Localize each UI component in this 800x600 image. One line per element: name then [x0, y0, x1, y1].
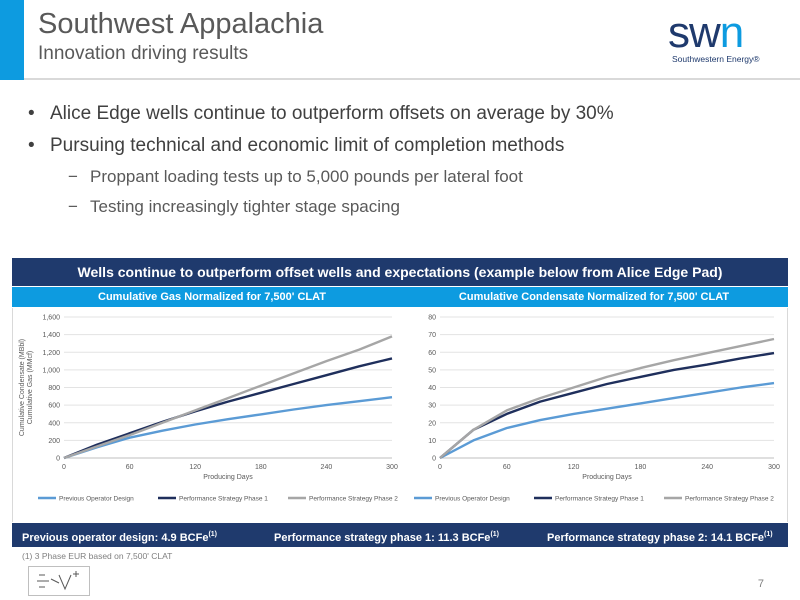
gas-legend-label: Performance Strategy Phase 2 [309, 496, 398, 503]
sub-bullet-marker: − [68, 167, 78, 186]
chart-area [12, 308, 788, 522]
bullet-text: Pursuing technical and economic limit of… [50, 135, 565, 156]
condensate-x-axis-label: Producing Days [582, 474, 632, 481]
condensate-y-tick-label: 0 [432, 456, 436, 463]
eur-summary-bar: Previous operator design: 4.9 BCFe(1) Pe… [12, 523, 788, 547]
sub-bullet-item: − Testing increasingly tighter stage spac… [28, 194, 768, 224]
gas-y-tick-label: 0 [56, 456, 60, 463]
chart-banner: Wells continue to outperform offset well… [12, 258, 788, 286]
gas-y-tick-label: 800 [48, 385, 60, 392]
condensate-x-tick-label: 300 [768, 464, 780, 471]
sub-bullet-text: Proppant loading tests up to 5,000 pound… [90, 167, 523, 186]
summary-phase-2-label: Performance strategy phase 2: 14.1 BCFe [547, 532, 765, 544]
condensate-y-tick-label: 50 [428, 367, 436, 374]
condensate-x-tick-label: 60 [503, 464, 511, 471]
condensate-y-axis-label: Cumulative Condensate (MBbl) [19, 339, 26, 436]
chart-subheader-bar: Cumulative Gas Normalized for 7,500' CLA… [12, 287, 788, 307]
bullet-item: • Alice Edge wells continue to outperform… [28, 100, 768, 132]
condensate-y-tick-label: 20 [428, 420, 436, 427]
gas-y-tick-label: 1,600 [42, 315, 60, 322]
footnote: (1) 3 Phase EUR based on 7,500' CLAT [22, 551, 173, 561]
condensate-legend-label: Performance Strategy Phase 2 [685, 496, 774, 503]
condensate-y-tick-label: 40 [428, 385, 436, 392]
summary-phase-1: Performance strategy phase 1: 11.3 BCFe(… [274, 523, 499, 550]
gas-x-tick-label: 0 [62, 464, 66, 471]
gas-x-tick-label: 300 [386, 464, 398, 471]
sub-bullet-text: Testing increasingly tighter stage spaci… [90, 197, 400, 216]
footnote-ref: (1) [490, 531, 499, 538]
sub-bullet-item: − Proppant loading tests up to 5,000 poun… [28, 164, 768, 194]
logo-tagline: Southwestern Energy® [672, 54, 760, 64]
page-title: Southwest Appalachia [38, 8, 324, 40]
condensate-x-tick-label: 120 [568, 464, 580, 471]
formula-icon [37, 571, 79, 591]
bullet-list: • Alice Edge wells continue to outperform… [28, 100, 768, 224]
summary-previous-label: Previous operator design: 4.9 BCFe [22, 532, 209, 544]
condensate-x-tick-label: 240 [701, 464, 713, 471]
footer-logo [28, 566, 90, 596]
condensate-x-tick-label: 180 [635, 464, 647, 471]
gas-y-tick-label: 1,000 [42, 367, 60, 374]
condensate-y-tick-label: 80 [428, 315, 436, 322]
condensate-legend-label: Performance Strategy Phase 1 [555, 496, 644, 503]
gas-x-tick-label: 240 [321, 464, 333, 471]
gas-x-axis-label: Producing Days [203, 474, 253, 481]
footnote-ref: (1) [208, 531, 217, 538]
bullet-text: Alice Edge wells continue to outperform … [50, 103, 614, 124]
condensate-legend-label: Previous Operator Design [435, 496, 510, 503]
gas-x-tick-label: 120 [189, 464, 201, 471]
gas-x-tick-label: 180 [255, 464, 267, 471]
gas-legend-label: Previous Operator Design [59, 496, 134, 503]
header-accent-bar [0, 0, 24, 80]
gas-y-tick-label: 200 [48, 438, 60, 445]
condensate-y-tick-label: 10 [428, 438, 436, 445]
bullet-item: • Pursuing technical and economic limit o… [28, 132, 768, 164]
gas-y-tick-label: 1,200 [42, 350, 60, 357]
condensate-y-tick-label: 30 [428, 403, 436, 410]
condensate-series-line [439, 337, 775, 459]
gas-y-axis-label: Cumulative Gas (MMcf) [27, 351, 34, 425]
condensate-series-line [439, 381, 775, 460]
summary-phase-1-label: Performance strategy phase 1: 11.3 BCFe [274, 532, 491, 544]
page-number: 7 [757, 578, 764, 590]
gas-y-tick-label: 1,400 [42, 332, 60, 339]
gas-series-line [63, 357, 393, 460]
bullet-marker: • [28, 135, 35, 156]
summary-phase-2: Performance strategy phase 2: 14.1 BCFe(… [547, 523, 773, 550]
sub-bullet-marker: − [68, 197, 78, 216]
logo-wordmark-right: n [719, 8, 745, 57]
gas-y-tick-label: 400 [48, 420, 60, 427]
condensate-y-tick-label: 70 [428, 332, 436, 339]
gas-x-tick-label: 60 [126, 464, 134, 471]
gas-series-line [63, 335, 393, 460]
condensate-y-tick-label: 60 [428, 350, 436, 357]
company-logo: swn Southwestern Energy® [668, 8, 778, 70]
condensate-series-line [439, 351, 775, 459]
logo-wordmark: swn [668, 8, 745, 58]
condensate-x-tick-label: 0 [438, 464, 442, 471]
gas-legend-label: Performance Strategy Phase 1 [179, 496, 268, 503]
page-subtitle: Innovation driving results [38, 43, 249, 64]
gas-chart-title: Cumulative Gas Normalized for 7,500' CLA… [98, 291, 326, 303]
gas-y-tick-label: 600 [48, 403, 60, 410]
condensate-chart-title: Cumulative Condensate Normalized for 7,5… [458, 291, 730, 303]
bullet-marker: • [28, 103, 35, 124]
footnote-ref: (1) [764, 531, 773, 538]
summary-previous: Previous operator design: 4.9 BCFe(1) [22, 523, 217, 550]
gas-series-line [63, 396, 393, 460]
header-divider [24, 78, 800, 80]
logo-wordmark-left: sw [668, 8, 721, 57]
